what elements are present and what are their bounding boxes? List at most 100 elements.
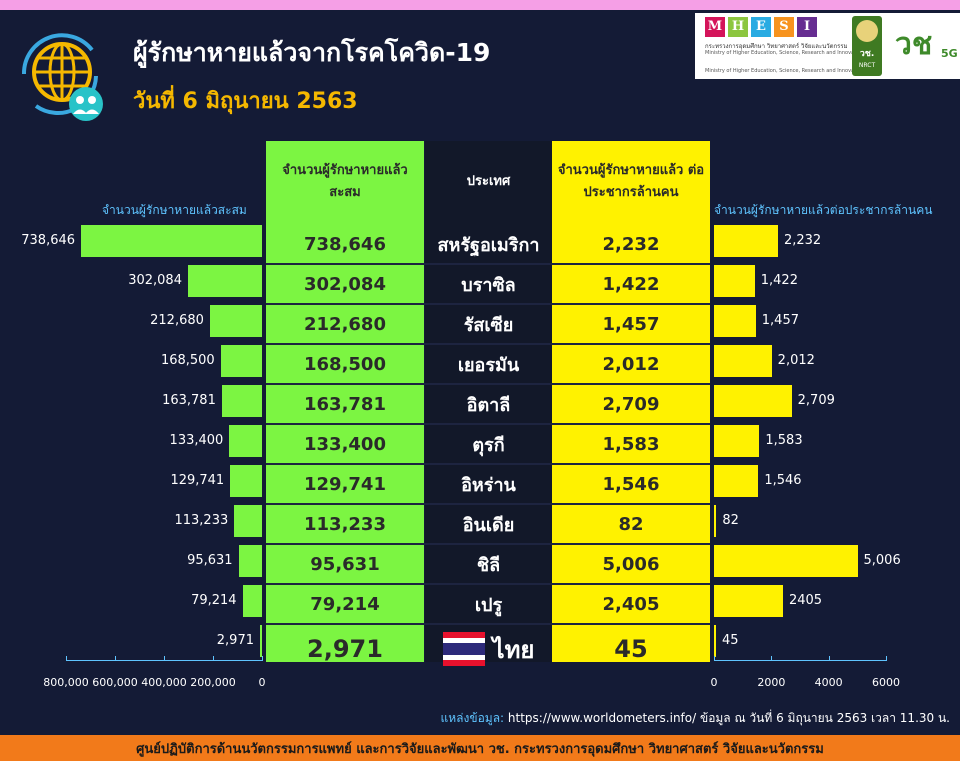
- table-cell-cumulative: 129,741: [304, 473, 386, 495]
- page-title: ผู้รักษาหายแล้วจากโรคโควิด-19: [133, 38, 491, 67]
- left-axis-tick-label: 600,000: [92, 676, 138, 689]
- right-axis-tick-label: 4000: [814, 676, 843, 689]
- table-cell-per-million: 1,546: [602, 473, 660, 495]
- table-cell-cumulative: 79,214: [310, 593, 380, 615]
- mhesi-letter: M: [705, 17, 725, 37]
- row-separator: [266, 463, 710, 465]
- bar-cumulative: [81, 225, 262, 257]
- table-cell-country: สหรัฐอเมริกา: [437, 234, 540, 256]
- label-cumulative: 129,741: [170, 473, 225, 488]
- table-cell-per-million: 2,012: [602, 353, 660, 375]
- row-separator: [266, 303, 710, 305]
- label-cumulative: 133,400: [169, 433, 224, 448]
- label-cumulative: 212,680: [150, 313, 204, 328]
- label-per-million: 2,709: [797, 393, 835, 408]
- table-cell-per-million: 2,232: [602, 233, 660, 255]
- table-cell-per-million: 1,422: [602, 273, 660, 295]
- country-name: ไทย: [492, 635, 535, 664]
- bar-per-million: [714, 465, 759, 497]
- table-cell-per-million: 1,583: [602, 433, 660, 455]
- row-separator: [266, 543, 710, 545]
- row-separator: [266, 383, 710, 385]
- label-per-million: 2,012: [777, 353, 815, 368]
- table-cell-cumulative: 168,500: [304, 353, 386, 375]
- bar-per-million: [714, 225, 778, 257]
- mhesi-letter: S: [774, 17, 794, 37]
- table-cell-per-million: 5,006: [602, 553, 660, 575]
- left-axis-tick-label: 400,000: [141, 676, 187, 689]
- right-axis-tick: [714, 656, 715, 661]
- table-cell-cumulative: 163,781: [304, 393, 386, 415]
- nrct-seal-icon: [856, 20, 878, 42]
- table-cell-cumulative: 302,084: [304, 273, 386, 295]
- left-axis-tick-label: 200,000: [190, 676, 236, 689]
- label-per-million: 1,546: [764, 473, 802, 488]
- bar-per-million: [714, 625, 716, 657]
- table-col-cumulative: [266, 141, 424, 662]
- bar-per-million: [714, 345, 772, 377]
- row-separator: [266, 343, 710, 345]
- table-header-per-million: จำนวนผู้รักษาหายแล้ว ต่อประชากรล้านคน: [557, 163, 705, 200]
- table-cell-per-million: 2,709: [602, 393, 660, 415]
- table-cell-country: เยอรมัน: [457, 354, 520, 376]
- mhesi-letter: H: [728, 17, 748, 37]
- table-cell-per-million: 82: [618, 513, 644, 535]
- label-cumulative: 738,646: [21, 233, 76, 248]
- bar-per-million: [714, 505, 717, 537]
- table-cell-country: อิตาลี: [466, 394, 511, 416]
- bar-per-million: [714, 425, 760, 457]
- label-cumulative: 95,631: [187, 553, 233, 568]
- right-axis-tick-label: 2000: [757, 676, 786, 689]
- right-axis-title: จำนวนผู้รักษาหายแล้วต่อประชากรล้านคน: [714, 203, 933, 217]
- bar-per-million: [714, 585, 783, 617]
- bar-cumulative: [187, 265, 262, 297]
- table-cell-cumulative: 133,400: [304, 433, 386, 455]
- row-separator: [266, 423, 710, 425]
- bar-cumulative: [260, 625, 262, 657]
- table-cell-country: ไทย: [425, 625, 552, 673]
- table-cell-country: อิหร่าน: [461, 474, 516, 496]
- left-axis-tick-label: 0: [258, 676, 266, 689]
- vc-5g-label: 5G: [941, 47, 958, 60]
- left-axis-tick: [115, 656, 116, 661]
- label-per-million: 2,232: [783, 233, 822, 248]
- row-separator: [266, 263, 710, 265]
- source-label: แหล่งข้อมูล:: [440, 711, 505, 725]
- bar-cumulative: [221, 385, 262, 417]
- left-axis-tick: [66, 656, 67, 661]
- bar-cumulative: [234, 505, 262, 537]
- mhesi-letter: E: [751, 17, 771, 37]
- bar-per-million: [714, 305, 756, 337]
- label-cumulative: 168,500: [160, 353, 215, 368]
- right-axis-tick: [771, 656, 773, 661]
- table-cell-country: เปรู: [474, 594, 503, 616]
- table-header-cumulative: จำนวนผู้รักษาหายแล้ว สะสม: [282, 163, 408, 200]
- nrct-mark: วช.: [859, 49, 875, 59]
- bar-cumulative: [238, 545, 262, 577]
- label-per-million: 82: [722, 513, 739, 528]
- nrct-logo: วช. NRCT: [852, 16, 882, 76]
- row-separator: [266, 623, 710, 625]
- table-cell-country: อินเดีย: [462, 514, 515, 536]
- right-axis-line: [714, 660, 886, 661]
- bar-per-million: [714, 265, 755, 297]
- source-text: https://www.worldometers.info/ ข้อมูล ณ …: [504, 711, 950, 725]
- left-axis-title: จำนวนผู้รักษาหายแล้วสะสม: [102, 203, 247, 217]
- label-cumulative: 113,233: [174, 513, 229, 528]
- label-per-million: 5,006: [863, 553, 901, 568]
- top-accent-bar: [0, 0, 960, 10]
- footer-org: ศูนย์ปฏิบัติการด้านนวัตกรรมการแพทย์ และก…: [0, 735, 960, 761]
- bar-cumulative: [230, 465, 262, 497]
- ministry-name-th: กระทรวงการอุดมศึกษา วิทยาศาสตร์ วิจัยและ…: [705, 43, 848, 50]
- table-header-country: ประเทศ: [466, 174, 511, 189]
- table-cell-per-million: 1,457: [602, 313, 660, 335]
- label-cumulative: 163,781: [162, 393, 216, 408]
- row-separator: [266, 583, 710, 585]
- table-cell-per-million: 2,405: [602, 593, 660, 615]
- bar-per-million: [714, 545, 858, 577]
- label-per-million: 1,457: [761, 313, 799, 328]
- left-axis-tick: [164, 656, 165, 661]
- right-axis-tick-label: 0: [710, 676, 718, 689]
